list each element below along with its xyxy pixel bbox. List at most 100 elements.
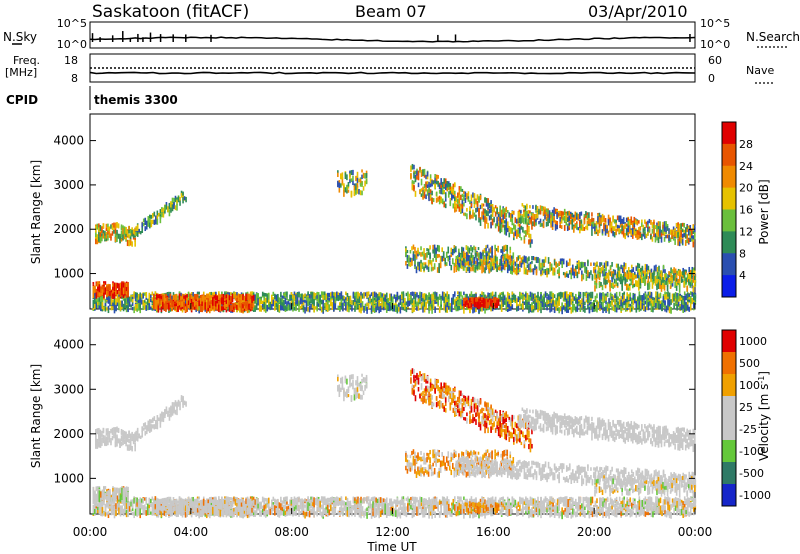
power-cell <box>340 183 342 188</box>
power-cell <box>538 220 540 225</box>
power-cell <box>489 247 492 253</box>
power-cell <box>591 217 593 223</box>
power-cell <box>113 291 116 297</box>
power-cell <box>440 196 442 204</box>
power-cell <box>565 306 568 313</box>
power-cell <box>230 296 232 303</box>
power-cell <box>158 212 160 217</box>
power-cell <box>243 303 246 309</box>
power-cell <box>137 294 140 300</box>
power-cell <box>587 294 589 300</box>
power-cell <box>556 306 559 311</box>
power-cell <box>378 306 380 314</box>
power-cell <box>647 220 649 228</box>
power-cell <box>602 306 604 314</box>
power-cell <box>119 290 122 296</box>
power-cell <box>676 303 678 311</box>
power-cell <box>654 235 657 243</box>
power-cell <box>490 292 492 296</box>
power-cell <box>595 221 598 226</box>
nsky-tick-top: 10^5 <box>57 17 87 30</box>
power-cell <box>457 291 459 295</box>
power-cell <box>395 301 397 306</box>
power-cell <box>592 218 595 224</box>
power-cell <box>95 302 98 309</box>
power-cell <box>461 200 464 207</box>
power-cell <box>154 299 157 304</box>
power-cell <box>148 223 151 229</box>
power-cell <box>354 301 356 308</box>
power-cell <box>140 299 143 304</box>
power-cell <box>349 295 352 301</box>
power-cell <box>493 207 495 213</box>
power-cell <box>154 291 157 295</box>
power-cell <box>535 214 537 220</box>
power-cell <box>208 303 211 309</box>
power-cell <box>166 296 169 304</box>
power-cell <box>683 295 686 299</box>
power-cell <box>329 296 332 302</box>
power-cell <box>295 300 297 305</box>
power-cell <box>193 293 196 301</box>
power-cell <box>165 295 167 301</box>
power-cell <box>366 292 368 299</box>
power-cell <box>463 202 465 207</box>
power-cell <box>152 219 154 224</box>
power-cell <box>202 300 205 307</box>
power-cell <box>422 170 424 177</box>
power-cell <box>651 222 654 229</box>
power-cell <box>504 244 507 250</box>
power-cell <box>411 260 413 266</box>
power-cell <box>433 253 436 257</box>
power-cell <box>691 297 694 305</box>
power-cell <box>452 294 455 298</box>
power-cell <box>375 305 377 313</box>
power-cell <box>286 296 288 300</box>
power-cell <box>544 291 547 298</box>
power-cell <box>598 227 601 234</box>
power-cell <box>437 174 439 179</box>
power-cell <box>562 217 565 221</box>
power-cell <box>627 221 630 226</box>
power-cell <box>94 285 96 290</box>
power-cell <box>345 291 347 296</box>
power-cell <box>692 241 695 248</box>
power-cell <box>650 298 653 304</box>
power-cell <box>346 301 349 307</box>
power-cell <box>632 300 635 306</box>
power-cell <box>487 222 489 229</box>
power-cell <box>230 305 232 312</box>
power-cell <box>143 305 146 310</box>
power-cell <box>131 299 134 303</box>
power-cell <box>676 292 678 297</box>
power-cell <box>316 301 318 307</box>
power-cell <box>449 188 452 193</box>
power-cell <box>313 305 315 313</box>
power-cell <box>635 234 637 238</box>
power-cell <box>675 222 678 228</box>
power-cell <box>127 281 129 287</box>
power-cell <box>104 235 106 241</box>
nsearch-tick-bottom: 10^0 <box>700 38 730 51</box>
power-cell <box>376 299 379 304</box>
power-cell <box>464 191 467 198</box>
power-cell <box>516 229 518 234</box>
power-cell <box>650 219 652 225</box>
power-cell <box>432 300 435 306</box>
power-cell <box>218 293 220 300</box>
power-cell <box>195 293 197 300</box>
power-cell <box>420 265 422 272</box>
power-cell <box>587 305 589 310</box>
power-cell <box>113 282 116 288</box>
power-cell <box>366 307 368 314</box>
power-cell <box>431 190 433 196</box>
power-cell <box>432 249 434 254</box>
power-cell <box>334 292 337 297</box>
power-cell <box>683 229 686 234</box>
power-cell <box>535 297 538 303</box>
power-cell <box>564 302 567 308</box>
power-cell <box>655 305 657 309</box>
power-cell <box>668 230 670 238</box>
power-cell <box>677 301 680 306</box>
power-cell <box>202 295 205 302</box>
